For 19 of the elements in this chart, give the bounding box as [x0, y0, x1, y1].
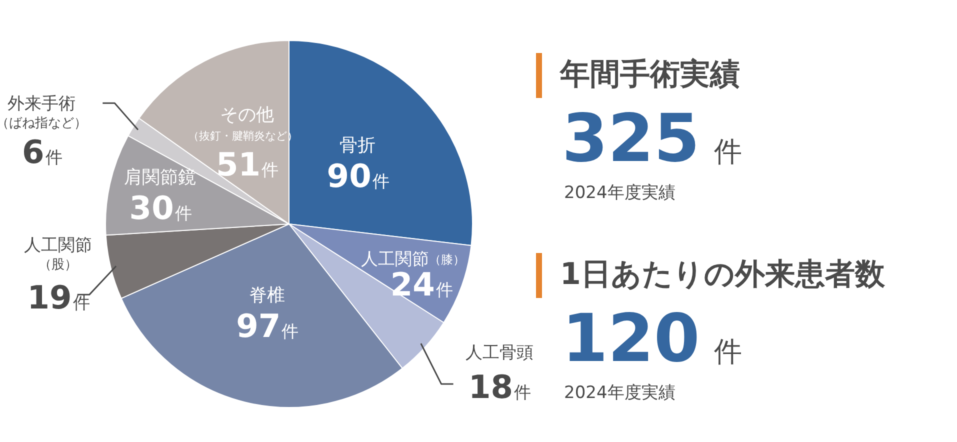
data-label: 6件 — [22, 133, 62, 172]
data-label: 30件 — [129, 189, 192, 228]
slice-label: 外来手術（ばね指など） — [0, 94, 88, 132]
slice-label: 人工骨頭 — [465, 342, 534, 363]
text: 325 件 — [562, 100, 742, 177]
text: 120 件 — [562, 300, 742, 377]
data-label: 19件 — [27, 278, 90, 317]
text: 年間手術実績 — [560, 56, 740, 94]
data-label: 18件 — [468, 368, 532, 406]
text: 2024年度実績 — [564, 182, 676, 204]
slice-label: 人工関節（股） — [24, 236, 92, 273]
text: 1日あたりの外来患者数 — [560, 256, 885, 294]
data-label: 97件 — [236, 307, 299, 346]
data-label: 51件 — [216, 146, 279, 184]
slice-label: 肩関節鏡 — [124, 167, 196, 188]
slice-label: 骨折 — [340, 135, 376, 156]
text: 2024年度実績 — [564, 382, 676, 404]
slice-label: 脊椎 — [248, 285, 285, 306]
data-label: 90件 — [326, 157, 390, 196]
